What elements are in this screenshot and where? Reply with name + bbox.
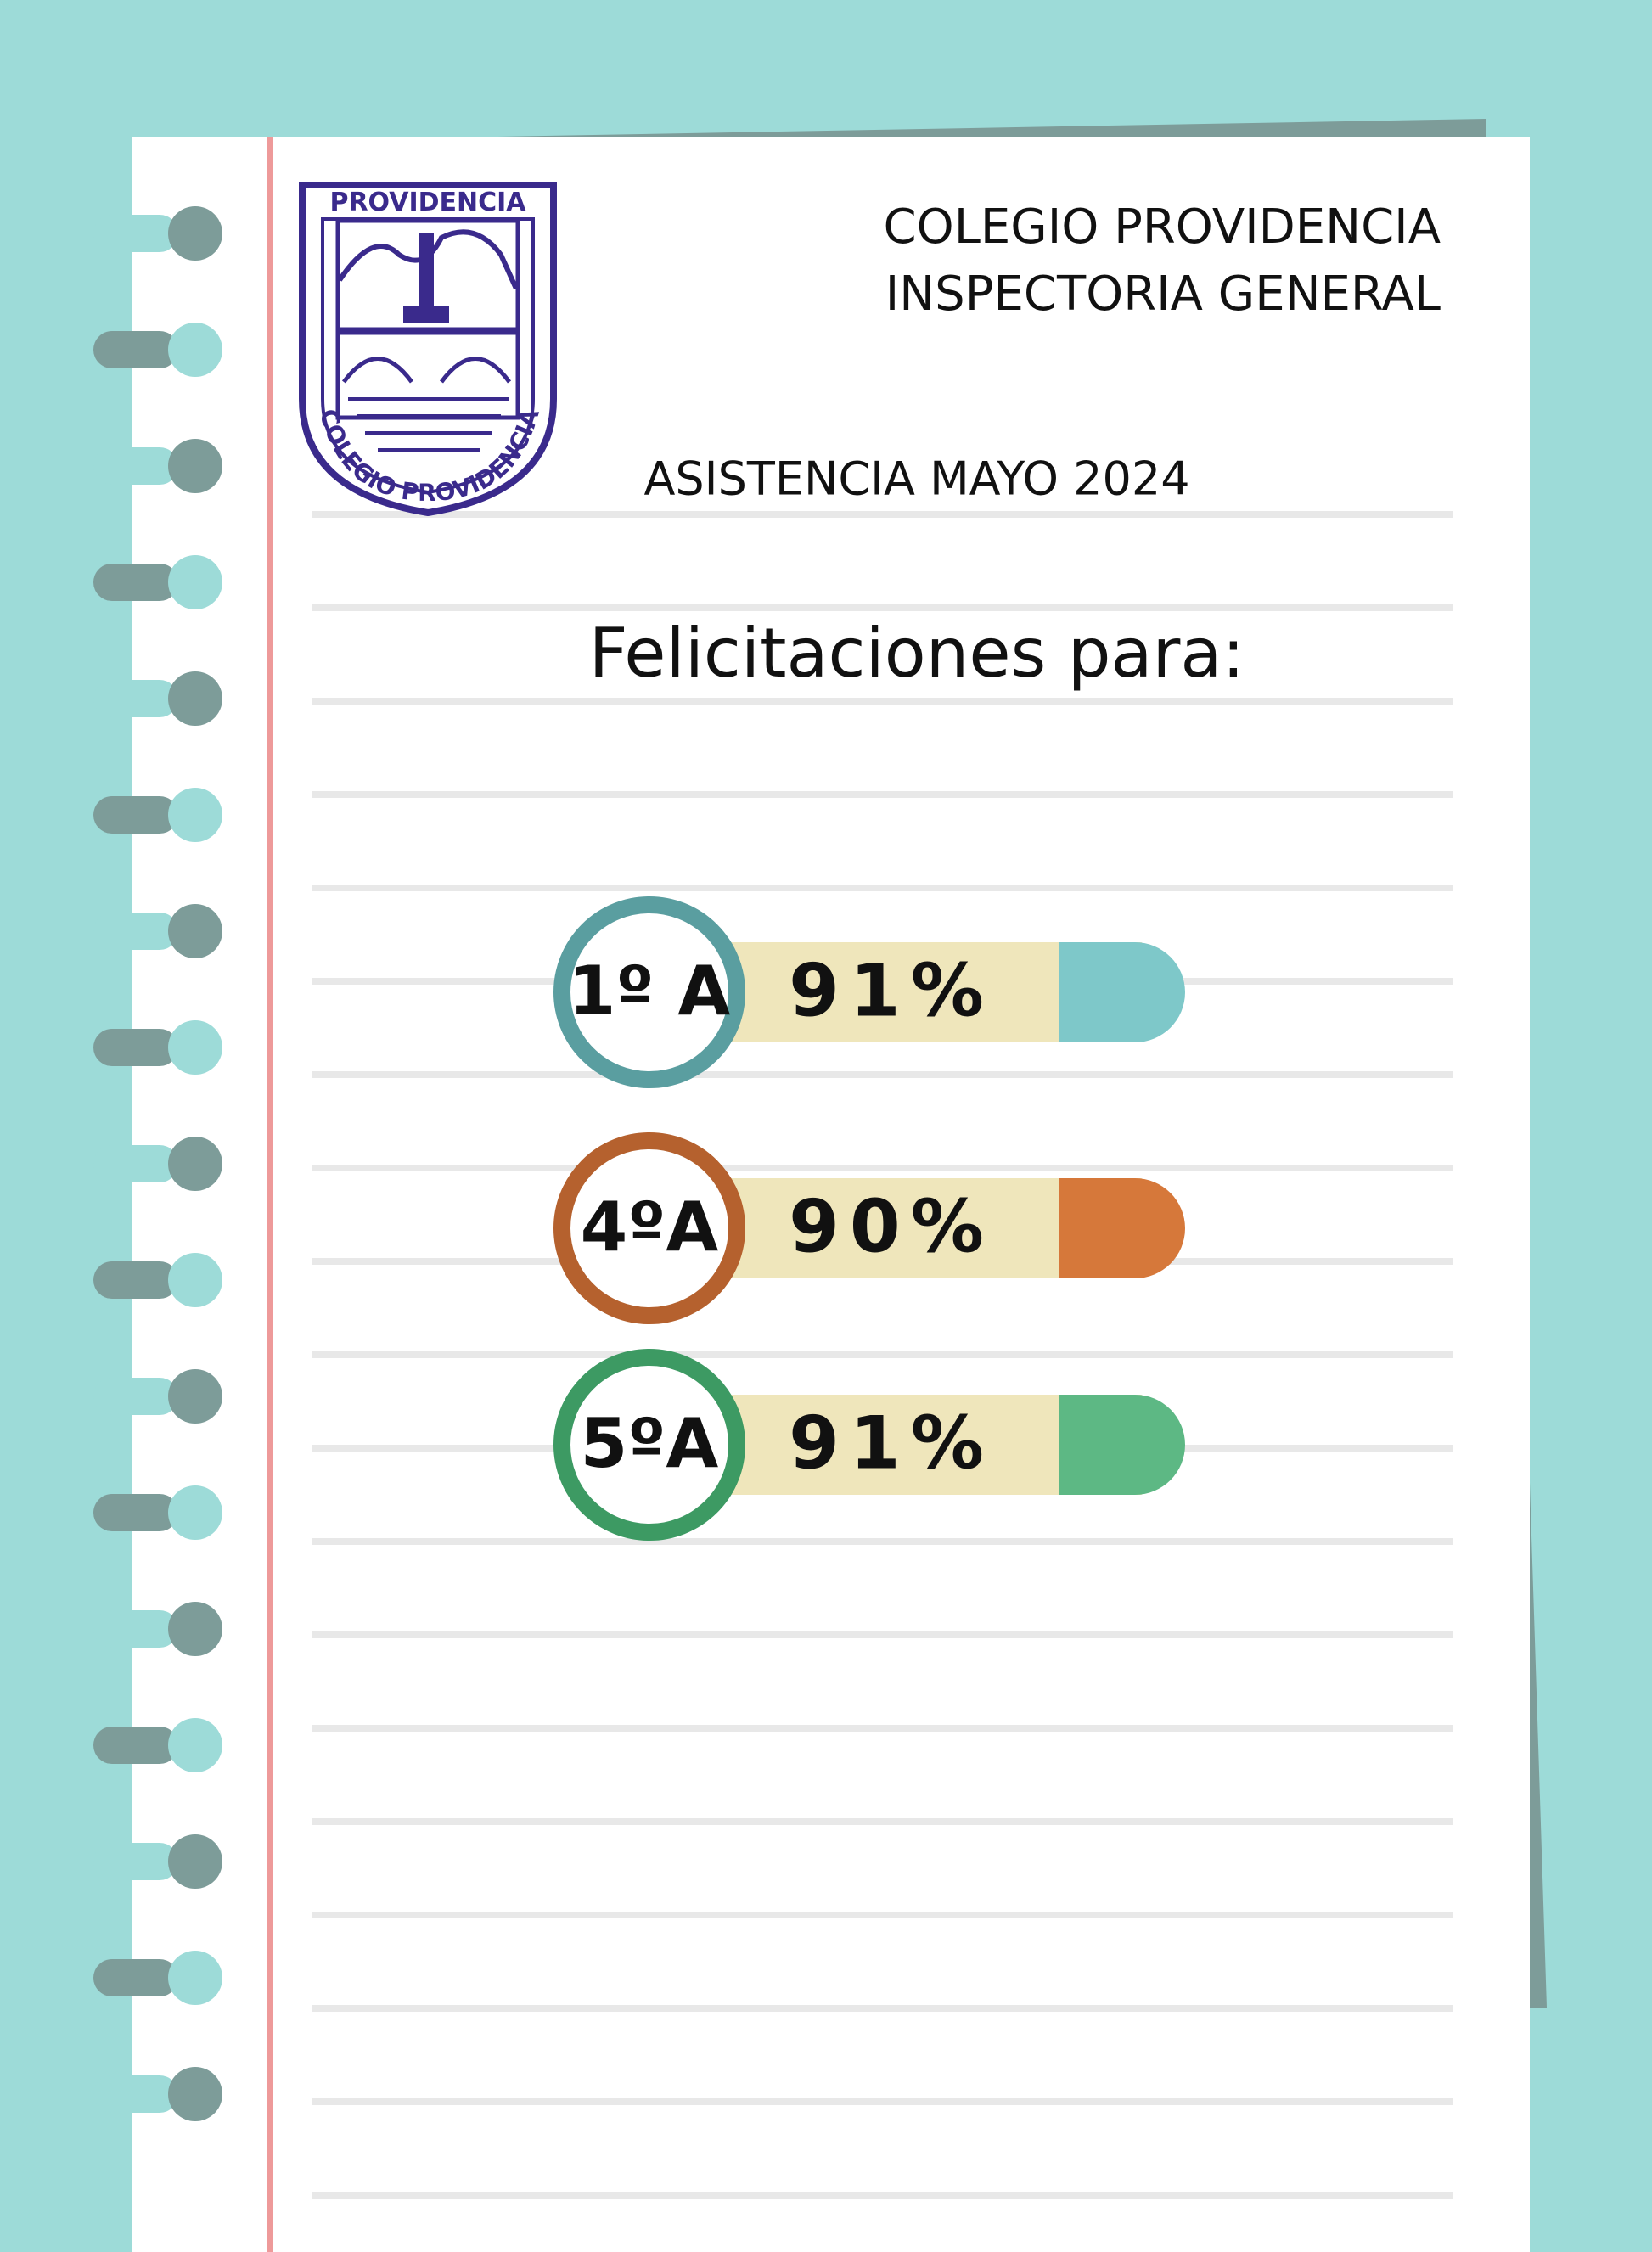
spiral-hole — [168, 671, 222, 726]
spiral-hole — [168, 1020, 222, 1075]
spiral-ring — [93, 215, 178, 252]
spiral-hole — [168, 1137, 222, 1191]
spiral-hole — [168, 1718, 222, 1772]
spiral-ring — [93, 1261, 178, 1299]
spiral-ring — [93, 447, 178, 485]
spiral-hole — [168, 788, 222, 842]
ruled-line — [312, 604, 1453, 611]
course-ring — [553, 896, 745, 1088]
spiral-ring — [93, 796, 178, 834]
course-label: 5ºA — [581, 1404, 719, 1483]
margin-line — [267, 137, 273, 2252]
spiral-hole — [168, 1834, 222, 1889]
attendance: 91% — [789, 948, 994, 1033]
spiral-ring — [93, 1378, 178, 1415]
ruled-line — [312, 1818, 1453, 1825]
spiral-hole — [168, 2067, 222, 2121]
ruled-line — [312, 698, 1453, 705]
department: INSPECTORIA GENERAL — [885, 267, 1441, 322]
ruled-line — [312, 511, 1453, 518]
title: Felicitaciones para: — [589, 614, 1245, 693]
spiral-hole — [168, 1369, 222, 1424]
spiral-hole — [168, 1951, 222, 2005]
spiral-hole — [168, 206, 222, 261]
ruled-line — [312, 791, 1453, 798]
attendance: 90% — [789, 1184, 994, 1269]
attendance: 91% — [789, 1401, 994, 1485]
logo: PROVIDENCIA COLEGIO PROVIDENCIA — [299, 182, 557, 517]
ruled-line — [312, 1631, 1453, 1638]
ruled-line — [312, 2005, 1453, 2012]
ruled-line — [312, 1165, 1453, 1171]
spiral-ring — [93, 1029, 178, 1066]
ruled-line — [312, 2192, 1453, 2199]
spiral-ring — [93, 680, 178, 717]
spiral-ring — [93, 1843, 178, 1880]
school-name: COLEGIO PROVIDENCIA — [884, 199, 1441, 255]
ruled-line — [312, 1071, 1453, 1078]
spiral-ring — [93, 913, 178, 950]
ruled-line — [312, 1725, 1453, 1732]
spiral — [93, 206, 222, 2121]
spiral-hole — [168, 555, 222, 609]
course-label: 4ºA — [581, 1188, 719, 1266]
spiral-hole — [168, 439, 222, 493]
spiral-hole — [168, 904, 222, 958]
subtitle: ASISTENCIA MAYO 2024 — [643, 452, 1189, 506]
ruled-line — [312, 1538, 1453, 1545]
spiral-ring — [93, 1494, 178, 1531]
items: 1º A 91% 4ºA 90% 5ºA 91% — [553, 896, 1185, 1541]
spiral-hole — [168, 1602, 222, 1656]
spiral-ring — [93, 331, 178, 368]
spiral-ring — [93, 1145, 178, 1182]
spiral-hole — [168, 323, 222, 377]
ruled-line — [312, 1912, 1453, 1918]
spiral-ring — [93, 2075, 178, 2113]
ruled-line — [312, 2098, 1453, 2105]
logo-top-text: PROVIDENCIA — [329, 188, 526, 217]
spiral-ring — [93, 564, 178, 601]
ruled-line — [312, 1351, 1453, 1358]
course-ring — [553, 1132, 745, 1324]
spiral-ring — [93, 1610, 178, 1648]
spiral-hole — [168, 1253, 222, 1307]
bar-end — [1059, 942, 1185, 1042]
spiral-ring — [93, 1959, 178, 1996]
ruled-line — [312, 885, 1453, 891]
spiral-ring — [93, 1727, 178, 1764]
course-ring — [553, 1349, 745, 1541]
bar-end — [1059, 1395, 1185, 1495]
course-label: 1º A — [569, 952, 731, 1031]
spiral-hole — [168, 1485, 222, 1540]
bar-end — [1059, 1178, 1185, 1278]
